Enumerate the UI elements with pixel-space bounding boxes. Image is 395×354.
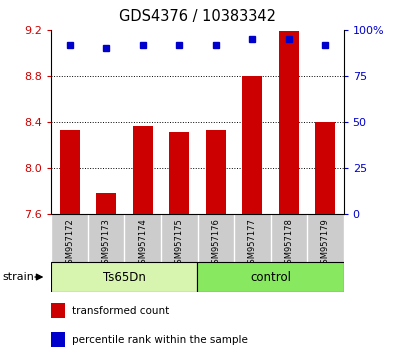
Text: GSM957179: GSM957179 <box>321 218 330 269</box>
Bar <box>198 262 344 292</box>
Text: GDS4376 / 10383342: GDS4376 / 10383342 <box>119 9 276 24</box>
Text: GSM957178: GSM957178 <box>284 218 293 269</box>
Bar <box>96 193 116 214</box>
Bar <box>279 31 299 214</box>
Bar <box>51 332 64 347</box>
Bar <box>133 126 153 214</box>
Bar <box>51 303 64 318</box>
Bar <box>315 122 335 214</box>
Bar <box>51 262 198 292</box>
Text: transformed count: transformed count <box>72 306 169 316</box>
Bar <box>206 130 226 214</box>
Text: GSM957176: GSM957176 <box>211 218 220 269</box>
Text: GSM957174: GSM957174 <box>138 218 147 269</box>
Bar <box>242 76 262 214</box>
Text: percentile rank within the sample: percentile rank within the sample <box>72 335 248 345</box>
Text: control: control <box>250 270 291 284</box>
Text: GSM957175: GSM957175 <box>175 218 184 269</box>
Text: GSM957172: GSM957172 <box>65 218 74 269</box>
Text: GSM957177: GSM957177 <box>248 218 257 269</box>
Text: Ts65Dn: Ts65Dn <box>103 270 146 284</box>
Bar <box>60 130 80 214</box>
Bar <box>169 132 189 214</box>
Text: strain: strain <box>2 272 34 282</box>
Text: GSM957173: GSM957173 <box>102 218 111 269</box>
